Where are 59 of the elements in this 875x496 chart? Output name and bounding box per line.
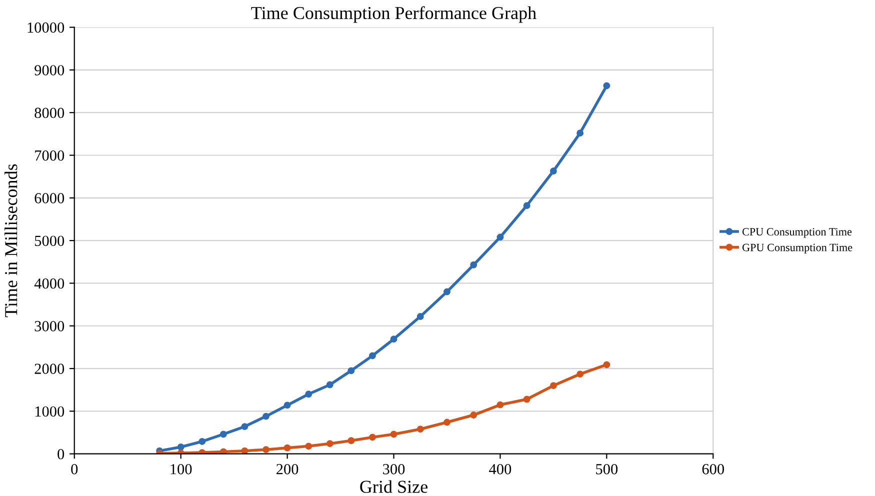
x-tick-label: 500 [596, 464, 618, 474]
legend-label: CPU Consumption Time [742, 228, 852, 238]
y-tick-label: 10000 [28, 22, 64, 33]
point [220, 448, 227, 454]
point [496, 234, 504, 241]
point [390, 430, 398, 438]
point [262, 446, 270, 454]
point [284, 444, 291, 452]
point [198, 438, 206, 445]
point [262, 412, 270, 420]
point [603, 82, 610, 90]
chart-title: Time Consumption Performance Graph [251, 6, 536, 23]
y-tick-label: 1000 [35, 406, 64, 417]
point [576, 130, 584, 137]
legend-label: GPU Consumption Time [742, 244, 852, 254]
point [470, 412, 478, 418]
y-tick-label: 7000 [35, 150, 64, 161]
point [305, 390, 312, 398]
y-axis-title: Time in Milliseconds [4, 164, 18, 318]
y-tick-label: 8000 [34, 108, 64, 118]
y-tick-label: 4000 [34, 278, 64, 289]
point [416, 426, 424, 433]
point [368, 434, 376, 441]
point [444, 418, 450, 426]
y-tick-label: 9000 [34, 65, 64, 76]
point [177, 444, 184, 450]
x-tick-label: 600 [702, 464, 724, 474]
point [390, 336, 398, 343]
point [416, 313, 424, 320]
point [550, 168, 557, 175]
point [550, 382, 557, 390]
point [603, 361, 610, 368]
x-tick-label: 400 [489, 464, 512, 474]
point [220, 430, 227, 438]
point [348, 437, 355, 444]
y-tick-label: 2000 [34, 364, 64, 374]
point [305, 442, 312, 450]
y-tick-label: 6000 [34, 193, 64, 204]
point [496, 401, 504, 408]
y-tick-label: 3000 [34, 321, 64, 332]
point [470, 261, 478, 268]
point [241, 447, 248, 454]
point [326, 381, 334, 388]
y-tick-label: 5000 [34, 236, 64, 246]
x-axis-title: Grid Size [360, 480, 428, 493]
point [576, 370, 584, 378]
point [284, 402, 291, 409]
point [326, 440, 334, 448]
x-tick-label: 0 [71, 464, 78, 474]
x-tick-label: 300 [383, 464, 405, 474]
x-tick-label: 100 [170, 464, 192, 474]
point [523, 396, 530, 403]
point [444, 288, 450, 296]
point [368, 352, 376, 360]
y-tick-label: 0 [58, 448, 64, 460]
point [348, 367, 355, 374]
x-tick-label: 200 [276, 464, 298, 474]
point [241, 423, 248, 430]
point [523, 202, 530, 210]
